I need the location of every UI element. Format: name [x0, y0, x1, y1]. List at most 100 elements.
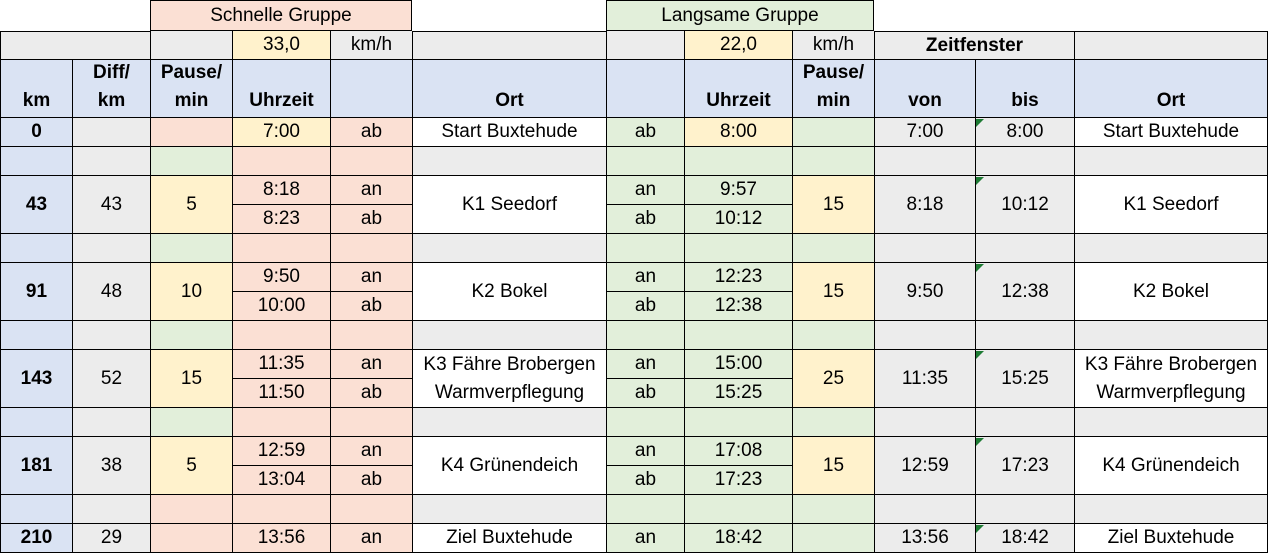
diff-cell: 43 [72, 176, 150, 234]
pause-slow-cell: 25 [792, 350, 874, 408]
ort-window-cell: Start Buxtehude [1074, 118, 1268, 147]
comment-marker [976, 177, 984, 185]
spacer-cell [0, 234, 72, 263]
von-cell: 12:59 [874, 437, 975, 495]
slow-arrival-cell: 15:00 [684, 350, 792, 379]
slow-arrival-cell: 9:57 [684, 176, 792, 205]
ort-cell: K4 Grünendeich [412, 437, 606, 495]
bis-cell: 12:38 [975, 263, 1074, 321]
spacer-cell [412, 321, 606, 350]
blank-cell [150, 31, 232, 60]
fast-speed-value: 33,0 [232, 31, 330, 60]
slow-speed-unit: km/h [792, 31, 874, 60]
spacer-cell [874, 321, 975, 350]
spacer-cell [874, 234, 975, 263]
spacer-cell [792, 234, 874, 263]
spacer-cell [150, 495, 232, 524]
fast-speed-unit: km/h [330, 31, 412, 60]
ort-cell: K2 Bokel [412, 263, 606, 321]
spacer-cell [792, 321, 874, 350]
bis-cell: 8:00 [975, 118, 1074, 147]
spacer-cell [330, 408, 412, 437]
spacer-cell [606, 321, 684, 350]
spacer-cell [232, 495, 330, 524]
fast-time-cell: 7:00 [232, 118, 330, 147]
header-von: von [874, 60, 975, 118]
fast-an-cell: an [330, 437, 412, 466]
spacer-cell [874, 408, 975, 437]
diff-cell: 48 [72, 263, 150, 321]
fast-group-title: Schnelle Gruppe [150, 0, 412, 31]
km-cell: 43 [0, 176, 72, 234]
comment-marker [976, 119, 984, 127]
spacer-cell [0, 321, 72, 350]
spacer-cell [150, 408, 232, 437]
fast-ab-cell: ab [330, 379, 412, 408]
von-cell: 9:50 [874, 263, 975, 321]
fast-departure-cell: 8:23 [232, 205, 330, 234]
ort-cell: Warmverpflegung [412, 379, 606, 408]
spacer-cell [606, 147, 684, 176]
fast-an-cell: an [330, 350, 412, 379]
km-cell: 181 [0, 437, 72, 495]
slow-ab-cell: ab [606, 466, 684, 495]
spacer-cell [72, 495, 150, 524]
fast-departure-cell: 10:00 [232, 292, 330, 321]
spacer-cell [232, 147, 330, 176]
comment-marker [976, 525, 984, 533]
fast-arrival-cell: 12:59 [232, 437, 330, 466]
km-cell: 91 [0, 263, 72, 321]
spacer-cell [606, 408, 684, 437]
time-window-title: Zeitfenster [874, 31, 1074, 60]
spacer-cell [975, 147, 1074, 176]
spacer-cell [606, 495, 684, 524]
ort-cell: K3 Fähre Brobergen [412, 350, 606, 379]
fast-arrival-cell: 9:50 [232, 263, 330, 292]
diff-cell: 52 [72, 350, 150, 408]
slow-departure-cell: 12:38 [684, 292, 792, 321]
pause-slow-cell: 15 [792, 263, 874, 321]
ort-window-cell: K3 Fähre Brobergen [1074, 350, 1268, 379]
spacer-cell [684, 234, 792, 263]
pause-slow-cell [792, 118, 874, 147]
spacer-cell [684, 147, 792, 176]
slow-speed-value: 22,0 [684, 31, 792, 60]
spacer-cell [0, 495, 72, 524]
ort-window-cell: K2 Bokel [1074, 263, 1268, 321]
slow-ab-cell: ab [606, 292, 684, 321]
diff-cell: 38 [72, 437, 150, 495]
von-cell: 13:56 [874, 524, 975, 553]
spacer-cell [792, 147, 874, 176]
spacer-cell [412, 234, 606, 263]
spacer-cell [330, 495, 412, 524]
pause-slow-cell: 15 [792, 176, 874, 234]
bis-cell: 17:23 [975, 437, 1074, 495]
pause-fast-cell: 15 [150, 350, 232, 408]
header-pause-slow: Pause/min [792, 60, 874, 118]
slow-ab-cell: ab [606, 205, 684, 234]
pause-fast-cell: 5 [150, 176, 232, 234]
cell-line: min [816, 90, 851, 111]
blank-cell [412, 0, 606, 31]
header-ort: Ort [412, 60, 606, 118]
blank-cell [0, 31, 150, 60]
spacer-cell [975, 234, 1074, 263]
ort-window-cell: Warmverpflegung [1074, 379, 1268, 408]
header-diff: Diff/km [72, 60, 150, 118]
ort-cell: Ziel Buxtehude [412, 524, 606, 553]
comment-marker [976, 264, 984, 272]
fast-an-cell: an [330, 263, 412, 292]
header-blank [330, 60, 412, 118]
spacer-cell [1074, 321, 1268, 350]
spacer-cell [1074, 234, 1268, 263]
ort-window-cell: Ziel Buxtehude [1074, 524, 1268, 553]
fast-arrival-cell: 8:18 [232, 176, 330, 205]
cell-line: km [97, 90, 126, 111]
spacer-cell [412, 408, 606, 437]
pause-slow-cell: 15 [792, 437, 874, 495]
slow-an-cell: an [606, 350, 684, 379]
blank-cell [412, 31, 606, 60]
slow-time-cell: 18:42 [684, 524, 792, 553]
cell-line: Pause/ [160, 62, 223, 83]
fast-dir-cell: an [330, 524, 412, 553]
